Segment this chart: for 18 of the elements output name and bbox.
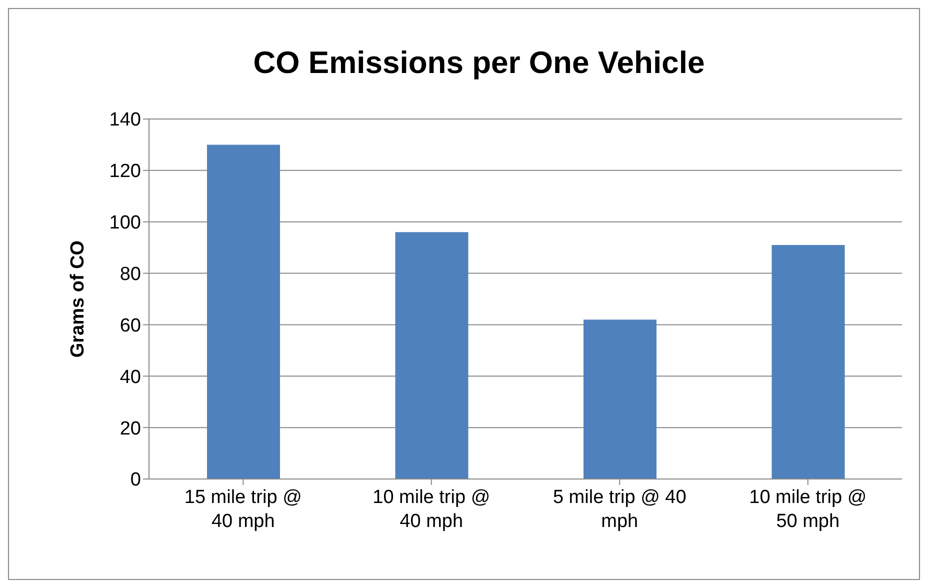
x-tick-label: 10 mile trip @ 50 mph (749, 487, 867, 532)
y-tick-label: 40 (120, 366, 141, 388)
bar (772, 245, 845, 479)
y-tick-label: 80 (120, 264, 141, 286)
y-tick-label: 20 (120, 418, 141, 440)
y-tick-label: 100 (109, 212, 141, 234)
x-tick-label: 15 mile trip @ 40 mph (184, 487, 302, 532)
x-tick-label: 5 mile trip @ 40 mph (552, 487, 686, 532)
y-tick-label: 0 (130, 470, 141, 491)
bar (584, 320, 656, 479)
y-tick-label: 140 (109, 110, 141, 131)
y-tick-label: 60 (120, 315, 141, 336)
bar (207, 144, 280, 479)
x-tick-label: 10 mile trip @ 40 mph (372, 487, 490, 532)
bar (395, 232, 468, 479)
y-tick-label: 120 (109, 161, 141, 182)
y-axis-title: Grams of CO (68, 240, 89, 358)
chart-title: CO Emissions per One Vehicle (252, 45, 706, 81)
